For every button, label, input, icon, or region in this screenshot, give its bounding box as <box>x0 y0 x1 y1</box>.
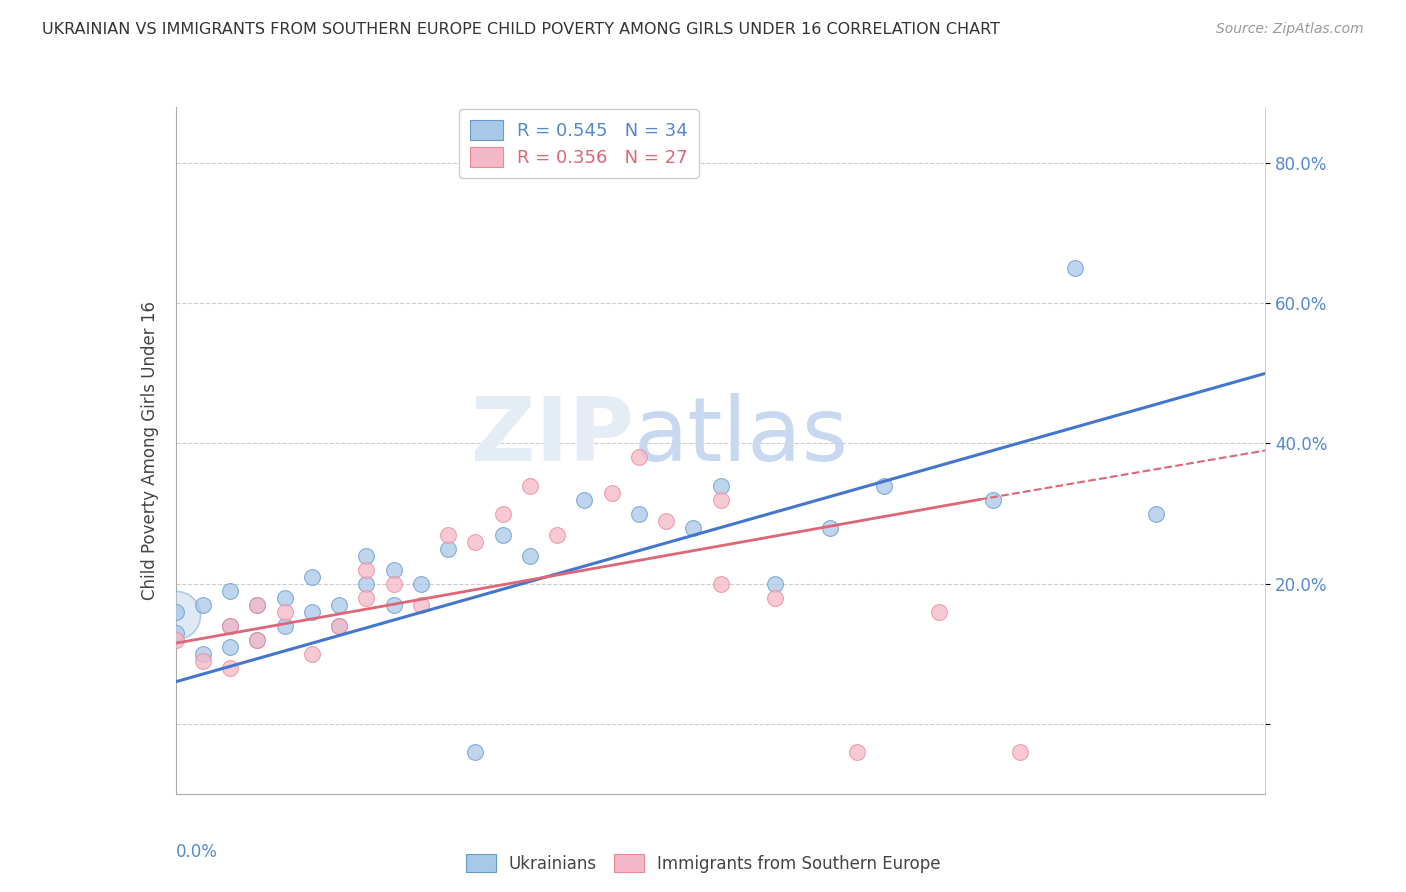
Point <box>1063 261 1085 276</box>
Point <box>464 745 486 759</box>
Point <box>356 563 378 577</box>
Point <box>627 507 650 521</box>
Text: UKRAINIAN VS IMMIGRANTS FROM SOUTHERN EUROPE CHILD POVERTY AMONG GIRLS UNDER 16 : UKRAINIAN VS IMMIGRANTS FROM SOUTHERN EU… <box>42 22 1000 37</box>
Point <box>219 618 242 632</box>
Point <box>274 591 297 605</box>
Point <box>574 492 596 507</box>
Point <box>492 507 515 521</box>
Point <box>301 605 323 619</box>
Text: Source: ZipAtlas.com: Source: ZipAtlas.com <box>1216 22 1364 37</box>
Point <box>464 534 486 549</box>
Point <box>655 514 678 528</box>
Point <box>219 583 242 598</box>
Point <box>165 605 187 619</box>
Point <box>382 576 405 591</box>
Point <box>356 576 378 591</box>
Point <box>246 632 269 647</box>
Point <box>165 632 187 647</box>
Point <box>763 591 786 605</box>
Text: atlas: atlas <box>633 393 849 480</box>
Point <box>219 661 242 675</box>
Text: 0.0%: 0.0% <box>176 843 218 862</box>
Point <box>274 618 297 632</box>
Point <box>301 569 323 583</box>
Point <box>981 492 1004 507</box>
Point <box>246 632 269 647</box>
Legend: R = 0.545   N = 34, R = 0.356   N = 27: R = 0.545 N = 34, R = 0.356 N = 27 <box>460 109 699 178</box>
Point <box>873 478 896 492</box>
Point <box>219 618 242 632</box>
Point <box>382 598 405 612</box>
Point <box>1144 507 1167 521</box>
Point <box>546 527 568 541</box>
Point <box>382 563 405 577</box>
Point <box>928 605 950 619</box>
Text: ZIP: ZIP <box>471 393 633 480</box>
Point <box>710 576 733 591</box>
Point <box>409 576 432 591</box>
Point <box>301 647 323 661</box>
Legend: Ukrainians, Immigrants from Southern Europe: Ukrainians, Immigrants from Southern Eur… <box>458 847 948 880</box>
Point <box>519 549 541 563</box>
Point <box>437 527 460 541</box>
Point <box>409 598 432 612</box>
Point <box>356 591 378 605</box>
Point <box>219 640 242 654</box>
Point <box>328 618 350 632</box>
Point <box>710 478 733 492</box>
Point <box>519 478 541 492</box>
Point <box>763 576 786 591</box>
Y-axis label: Child Poverty Among Girls Under 16: Child Poverty Among Girls Under 16 <box>141 301 159 600</box>
Point <box>600 485 623 500</box>
Point <box>328 618 350 632</box>
Point <box>492 527 515 541</box>
Point <box>191 647 214 661</box>
Point <box>845 745 868 759</box>
Point <box>682 520 704 534</box>
Point <box>627 450 650 465</box>
Point <box>818 520 841 534</box>
Point <box>328 598 350 612</box>
Point <box>165 625 187 640</box>
Point <box>246 598 269 612</box>
Point <box>165 608 187 623</box>
Point <box>191 654 214 668</box>
Point <box>437 541 460 556</box>
Point <box>246 598 269 612</box>
Point <box>274 605 297 619</box>
Point <box>710 492 733 507</box>
Point <box>1010 745 1032 759</box>
Point <box>356 549 378 563</box>
Point <box>191 598 214 612</box>
